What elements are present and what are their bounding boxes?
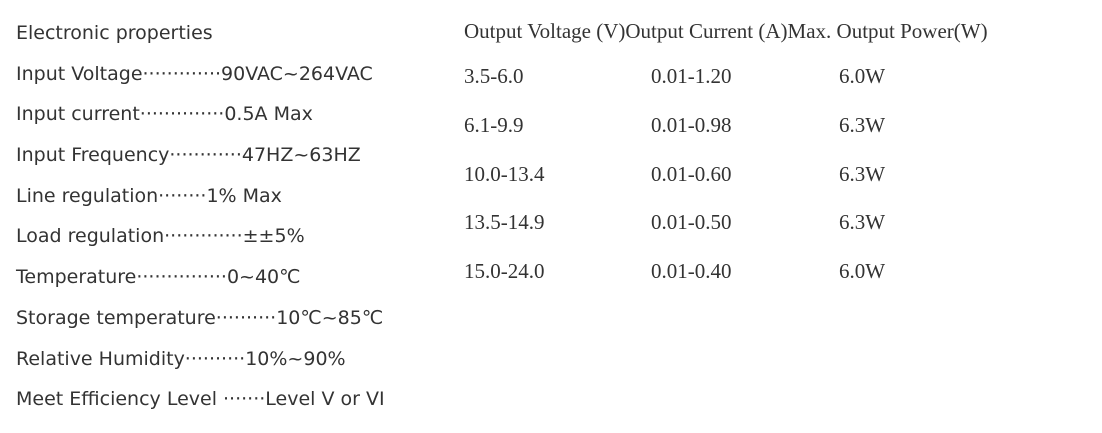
cell-current: 0.01-0.40 [651, 259, 732, 284]
spec-input-current: Input current··············0.5A Max [16, 103, 313, 126]
cell-power: 6.0W [839, 259, 886, 284]
header-max-output-power: Max. Output Power(W) [787, 19, 988, 43]
header-output-current: Output Current (A) [625, 19, 788, 43]
cell-voltage: 3.5-6.0 [464, 64, 524, 88]
cell-voltage: 10.0-13.4 [464, 161, 545, 186]
spec-temperature: Temperature···············0~40℃ [16, 266, 301, 289]
electronic-properties-heading: Electronic properties [16, 22, 213, 44]
table-row: 10.0-13.4 0.01-0.60 6.3W [464, 150, 1094, 199]
electronic-properties-section: Electronic properties Input Voltage·····… [16, 14, 436, 421]
cell-power: 6.3W [839, 161, 886, 186]
spec-line-regulation: Line regulation········1% Max [16, 184, 282, 207]
spec-storage-temperature: Storage temperature··········10℃~85℃ [16, 306, 384, 329]
cell-power: 6.3W [839, 112, 886, 137]
table-row: 3.5-6.0 0.01-1.20 6.0W [464, 52, 1094, 101]
cell-voltage: 6.1-9.9 [464, 112, 524, 137]
header-output-voltage: Output Voltage (V) [464, 19, 626, 43]
spec-load-regulation: Load regulation·············±±5% [16, 225, 305, 248]
spec-relative-humidity: Relative Humidity··········10%~90% [16, 347, 346, 370]
spec-input-voltage: Input Voltage·············90VAC~264VAC [16, 62, 373, 85]
table-row: 6.1-9.9 0.01-0.98 6.3W [464, 101, 1094, 150]
cell-voltage: 13.5-14.9 [464, 210, 545, 235]
table-row: 15.0-24.0 0.01-0.40 6.0W [464, 247, 1094, 296]
cell-power: 6.3W [839, 210, 886, 235]
cell-current: 0.01-0.60 [651, 161, 732, 186]
spec-efficiency-level: Meet Efficiency Level ·······Level V or … [16, 388, 385, 411]
cell-voltage: 15.0-24.0 [464, 259, 545, 284]
table-row: 13.5-14.9 0.01-0.50 6.3W [464, 198, 1094, 247]
cell-current: 0.01-0.50 [651, 210, 732, 235]
cell-power: 6.0W [839, 64, 886, 88]
output-table-header: Output Voltage (V)Output Current (A)Max.… [464, 12, 1094, 52]
cell-current: 0.01-1.20 [651, 64, 732, 88]
output-table: Output Voltage (V)Output Current (A)Max.… [464, 12, 1094, 296]
cell-current: 0.01-0.98 [651, 112, 732, 137]
spec-input-frequency: Input Frequency············47HZ~63HZ [16, 144, 361, 167]
